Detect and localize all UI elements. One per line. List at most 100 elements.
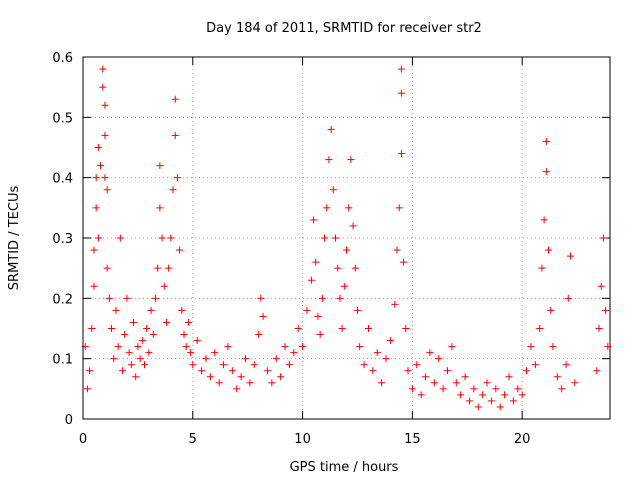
data-point	[307, 276, 315, 284]
x-tick-label: 20	[514, 432, 531, 447]
data-point	[356, 343, 364, 351]
data-point	[465, 397, 473, 405]
data-point	[136, 355, 144, 363]
data-point	[220, 361, 228, 369]
data-point	[108, 325, 116, 332]
data-point	[99, 65, 107, 73]
data-point	[112, 306, 120, 314]
data-point	[393, 246, 401, 254]
data-point	[542, 168, 550, 176]
data-point	[492, 385, 500, 393]
data-point	[184, 318, 192, 326]
data-point	[259, 312, 267, 320]
data-point	[215, 379, 223, 387]
data-point	[156, 204, 164, 212]
data-point	[138, 337, 146, 345]
data-point	[88, 325, 96, 332]
data-point	[426, 349, 434, 357]
data-point	[571, 379, 579, 387]
data-point	[178, 306, 186, 314]
data-point	[233, 385, 241, 393]
data-point	[94, 234, 102, 242]
data-point	[211, 349, 219, 357]
data-point	[547, 306, 555, 314]
data-point	[277, 373, 285, 381]
data-point	[514, 385, 522, 393]
data-point	[553, 373, 561, 381]
data-point	[103, 264, 111, 272]
data-point	[566, 252, 574, 260]
data-point	[103, 186, 111, 194]
data-point	[101, 174, 109, 182]
data-point	[479, 391, 487, 399]
data-point	[408, 385, 416, 393]
data-point	[281, 343, 289, 351]
data-point	[369, 367, 377, 375]
data-point	[397, 89, 405, 97]
data-point	[94, 144, 102, 151]
data-point	[132, 373, 140, 381]
y-tick-label: 0.1	[52, 353, 73, 368]
data-point	[143, 325, 151, 332]
data-point	[294, 325, 302, 332]
data-point	[92, 174, 100, 182]
data-point	[595, 325, 603, 332]
data-point	[351, 264, 359, 272]
data-point	[487, 397, 495, 405]
data-point	[364, 325, 372, 332]
data-point	[397, 65, 405, 73]
data-point	[422, 373, 430, 381]
data-point	[147, 306, 155, 314]
data-point	[173, 174, 181, 182]
data-point	[272, 355, 280, 363]
x-tick-label: 15	[404, 432, 421, 447]
data-point	[391, 300, 399, 308]
y-tick-label: 0.5	[52, 111, 73, 126]
data-point	[360, 361, 368, 369]
x-tick-label: 0	[79, 432, 87, 447]
data-point	[290, 349, 298, 357]
data-point	[353, 306, 361, 314]
data-point	[452, 379, 460, 387]
data-point	[171, 95, 179, 103]
data-point	[395, 204, 403, 212]
data-point	[523, 367, 531, 375]
data-point	[119, 367, 127, 375]
data-point	[397, 150, 405, 158]
data-point	[461, 373, 469, 381]
data-point	[334, 264, 342, 272]
data-point	[470, 385, 478, 393]
data-point	[413, 361, 421, 369]
data-point	[140, 361, 148, 369]
data-point	[246, 379, 254, 387]
data-point	[99, 83, 107, 91]
data-point	[167, 234, 175, 242]
data-point	[531, 361, 539, 369]
data-point	[312, 258, 320, 266]
data-point	[110, 355, 118, 363]
data-point	[538, 264, 546, 272]
data-point	[169, 186, 177, 194]
data-point	[439, 385, 447, 393]
data-point	[176, 246, 184, 254]
data-point	[558, 385, 566, 393]
data-point	[202, 355, 210, 363]
data-point	[536, 325, 544, 332]
data-point	[564, 294, 572, 302]
data-point	[182, 343, 190, 351]
data-point	[224, 343, 232, 351]
data-point	[299, 343, 307, 351]
data-point	[114, 343, 122, 351]
data-point	[373, 349, 381, 357]
data-point	[257, 294, 265, 302]
data-point	[228, 367, 236, 375]
data-point	[101, 101, 109, 109]
data-point	[332, 234, 340, 242]
data-point	[483, 379, 491, 387]
data-point	[145, 349, 153, 357]
data-point	[417, 391, 425, 399]
data-point	[97, 162, 105, 170]
data-point	[165, 264, 173, 272]
data-point	[349, 222, 357, 230]
chart-title: Day 184 of 2011, SRMTID for receiver str…	[206, 21, 482, 36]
